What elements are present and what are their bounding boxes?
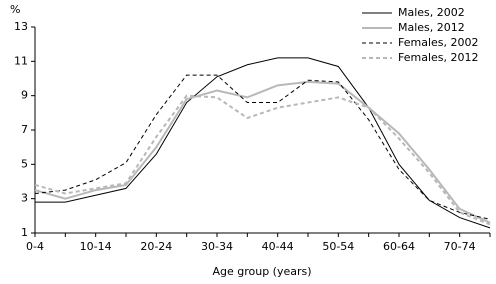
series-line bbox=[35, 57, 491, 229]
x-tick-label: 60-64 bbox=[383, 240, 415, 253]
y-tick-label: 7 bbox=[21, 123, 28, 136]
series-line bbox=[34, 94, 491, 226]
y-tick-label: 1 bbox=[21, 226, 28, 239]
y-axis-label: % bbox=[10, 3, 20, 16]
x-tick-label: 40-44 bbox=[262, 240, 294, 253]
y-tick-label: 3 bbox=[21, 192, 28, 205]
x-axis-label: Age group (years) bbox=[212, 265, 311, 278]
x-tick-label: 50-54 bbox=[322, 240, 354, 253]
x-tick-label: 70-74 bbox=[444, 240, 476, 253]
x-tick-label: 30-34 bbox=[201, 240, 233, 253]
x-tick-label: 0-4 bbox=[26, 240, 44, 253]
legend-label: Females, 2002 bbox=[398, 36, 479, 49]
y-tick-label: 5 bbox=[21, 157, 28, 170]
y-tick-label: 9 bbox=[21, 89, 28, 102]
legend-label: Females, 2012 bbox=[398, 51, 479, 64]
legend-label: Males, 2002 bbox=[398, 6, 465, 19]
series-line bbox=[34, 74, 491, 220]
y-tick-label: 11 bbox=[14, 54, 28, 67]
x-tick-label: 10-14 bbox=[80, 240, 112, 253]
x-tick-label: 20-24 bbox=[140, 240, 172, 253]
y-tick-label: 13 bbox=[14, 20, 28, 33]
legend-label: Males, 2012 bbox=[398, 21, 465, 34]
series-line bbox=[34, 80, 491, 224]
